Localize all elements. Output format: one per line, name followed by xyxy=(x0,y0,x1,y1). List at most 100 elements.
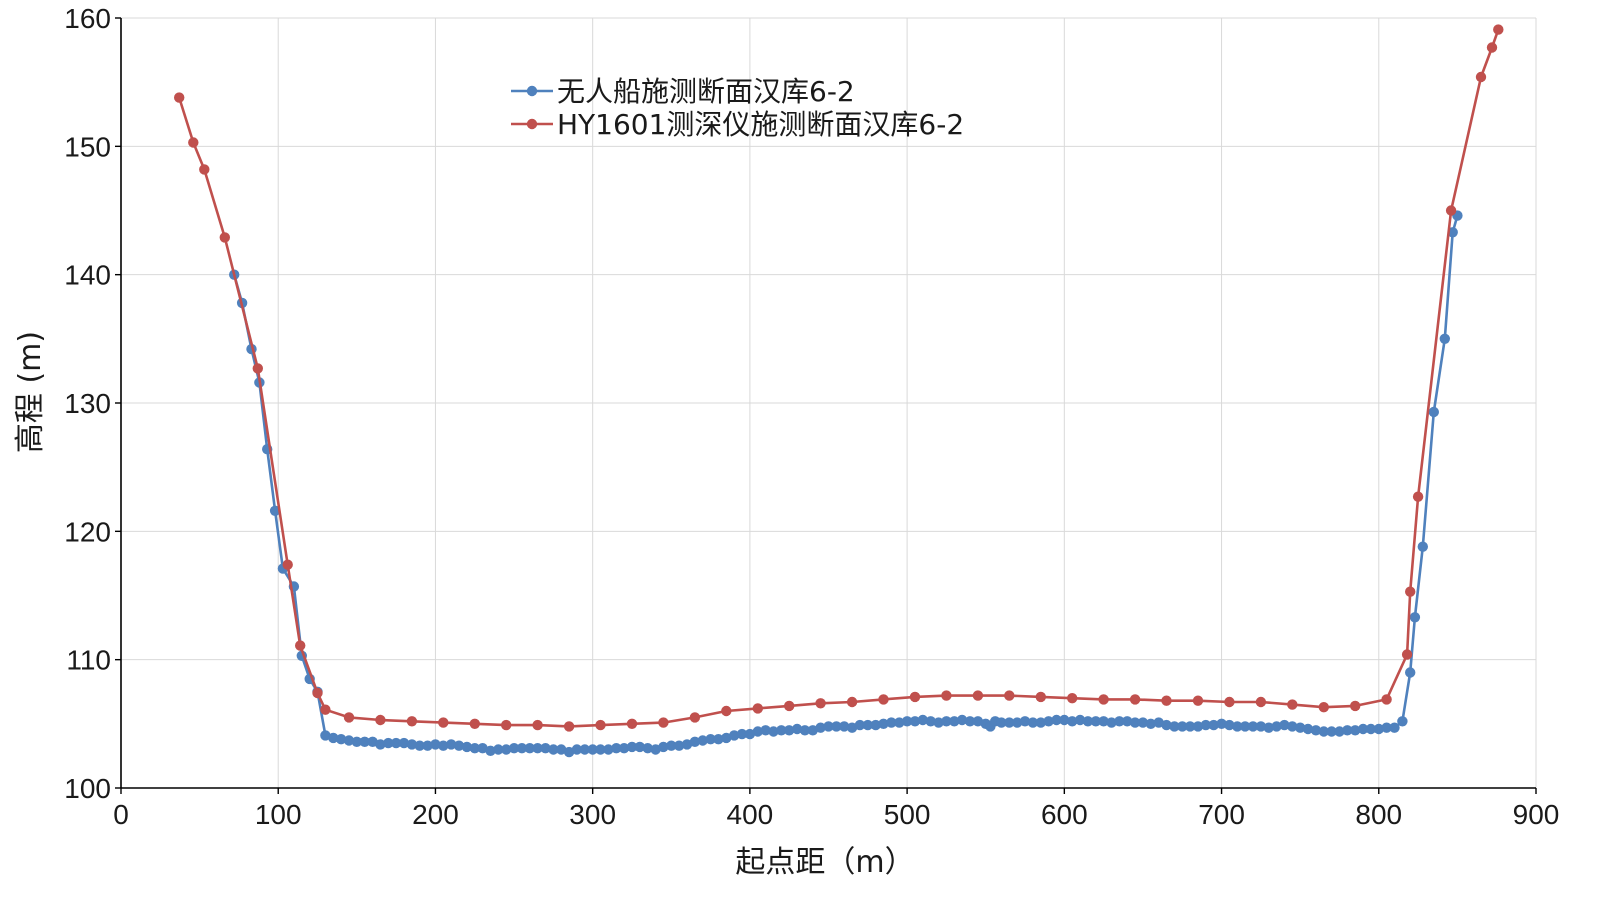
data-point xyxy=(956,714,968,726)
data-point xyxy=(493,744,504,755)
data-point xyxy=(406,739,418,750)
data-point xyxy=(634,741,645,753)
data-point xyxy=(791,723,803,735)
data-point xyxy=(461,741,473,753)
legend-swatch-marker xyxy=(526,118,538,130)
data-point xyxy=(343,735,355,746)
data-point xyxy=(414,740,425,751)
data-point xyxy=(941,690,952,701)
data-point xyxy=(642,743,653,754)
data-point xyxy=(752,726,763,737)
series-1 xyxy=(229,210,1463,758)
data-point xyxy=(744,728,756,740)
data-point xyxy=(1287,721,1298,732)
data-point xyxy=(689,712,701,723)
data-point xyxy=(1295,722,1306,733)
data-point xyxy=(556,744,567,755)
data-point xyxy=(540,743,551,754)
data-point xyxy=(1302,723,1314,735)
data-point xyxy=(870,719,881,731)
data-point xyxy=(1004,717,1015,728)
data-point xyxy=(1129,694,1141,705)
data-point xyxy=(1247,721,1259,732)
data-point xyxy=(1365,723,1377,735)
data-point xyxy=(328,732,339,744)
series-layer xyxy=(174,24,1504,758)
x-axis-title: 起点距（m） xyxy=(735,845,914,880)
data-point xyxy=(375,714,386,726)
data-point xyxy=(532,743,543,754)
data-point xyxy=(689,736,701,747)
data-point xyxy=(705,734,716,745)
data-point xyxy=(721,705,732,717)
data-point xyxy=(1255,696,1267,708)
data-point xyxy=(1239,721,1251,732)
data-point xyxy=(1067,716,1078,727)
data-point xyxy=(485,745,496,756)
x-tick-label: 200 xyxy=(412,799,459,830)
data-point xyxy=(1216,718,1227,729)
x-tick-label: 500 xyxy=(884,799,931,830)
data-point xyxy=(295,640,306,651)
data-point xyxy=(563,746,575,758)
data-point xyxy=(343,712,355,723)
data-point xyxy=(579,744,590,755)
x-tick-label: 0 xyxy=(113,799,129,830)
data-point xyxy=(1326,726,1337,737)
data-point xyxy=(854,719,866,731)
data-point xyxy=(972,690,984,701)
data-point xyxy=(658,741,669,753)
data-point xyxy=(862,719,873,731)
data-point xyxy=(1090,716,1102,727)
data-point xyxy=(1098,694,1109,705)
data-point xyxy=(219,232,230,243)
data-point xyxy=(1232,721,1243,732)
data-point xyxy=(799,725,811,736)
data-point xyxy=(1350,725,1361,736)
data-point xyxy=(1106,717,1117,728)
data-point xyxy=(1397,716,1408,727)
y-tick-label: 160 xyxy=(64,3,111,34)
data-point xyxy=(752,703,763,714)
y-tick-label: 110 xyxy=(66,645,111,676)
data-point xyxy=(650,744,661,755)
data-point xyxy=(1357,723,1369,735)
data-point xyxy=(335,734,347,745)
data-point xyxy=(188,137,199,148)
data-point xyxy=(972,716,984,727)
data-point xyxy=(846,722,858,733)
data-point xyxy=(1287,699,1298,710)
data-point xyxy=(1428,406,1440,418)
x-tick-label: 400 xyxy=(727,799,774,830)
data-point xyxy=(996,717,1007,728)
legend-item: 无人船施测断面汉库6-2 xyxy=(511,75,855,108)
data-point xyxy=(1381,694,1392,705)
data-point xyxy=(1074,714,1086,726)
data-point xyxy=(367,736,378,747)
data-point xyxy=(1342,725,1353,736)
data-point xyxy=(925,716,936,727)
data-point xyxy=(1137,717,1149,728)
data-point xyxy=(375,739,386,750)
data-point xyxy=(516,743,528,754)
data-point xyxy=(469,743,480,754)
data-point xyxy=(681,739,693,750)
data-point xyxy=(398,737,410,749)
data-point xyxy=(784,700,795,712)
data-point xyxy=(618,743,630,754)
data-point xyxy=(438,717,449,728)
data-point xyxy=(406,716,418,727)
data-point xyxy=(383,737,394,749)
data-point xyxy=(1035,691,1047,703)
data-point xyxy=(658,717,669,728)
data-point xyxy=(1373,723,1385,735)
data-point xyxy=(1486,42,1498,53)
data-point xyxy=(1279,719,1290,731)
data-point xyxy=(941,716,952,727)
data-point xyxy=(1177,721,1188,732)
data-point xyxy=(453,740,465,751)
x-tick-label: 700 xyxy=(1198,799,1245,830)
data-point xyxy=(1051,714,1062,726)
